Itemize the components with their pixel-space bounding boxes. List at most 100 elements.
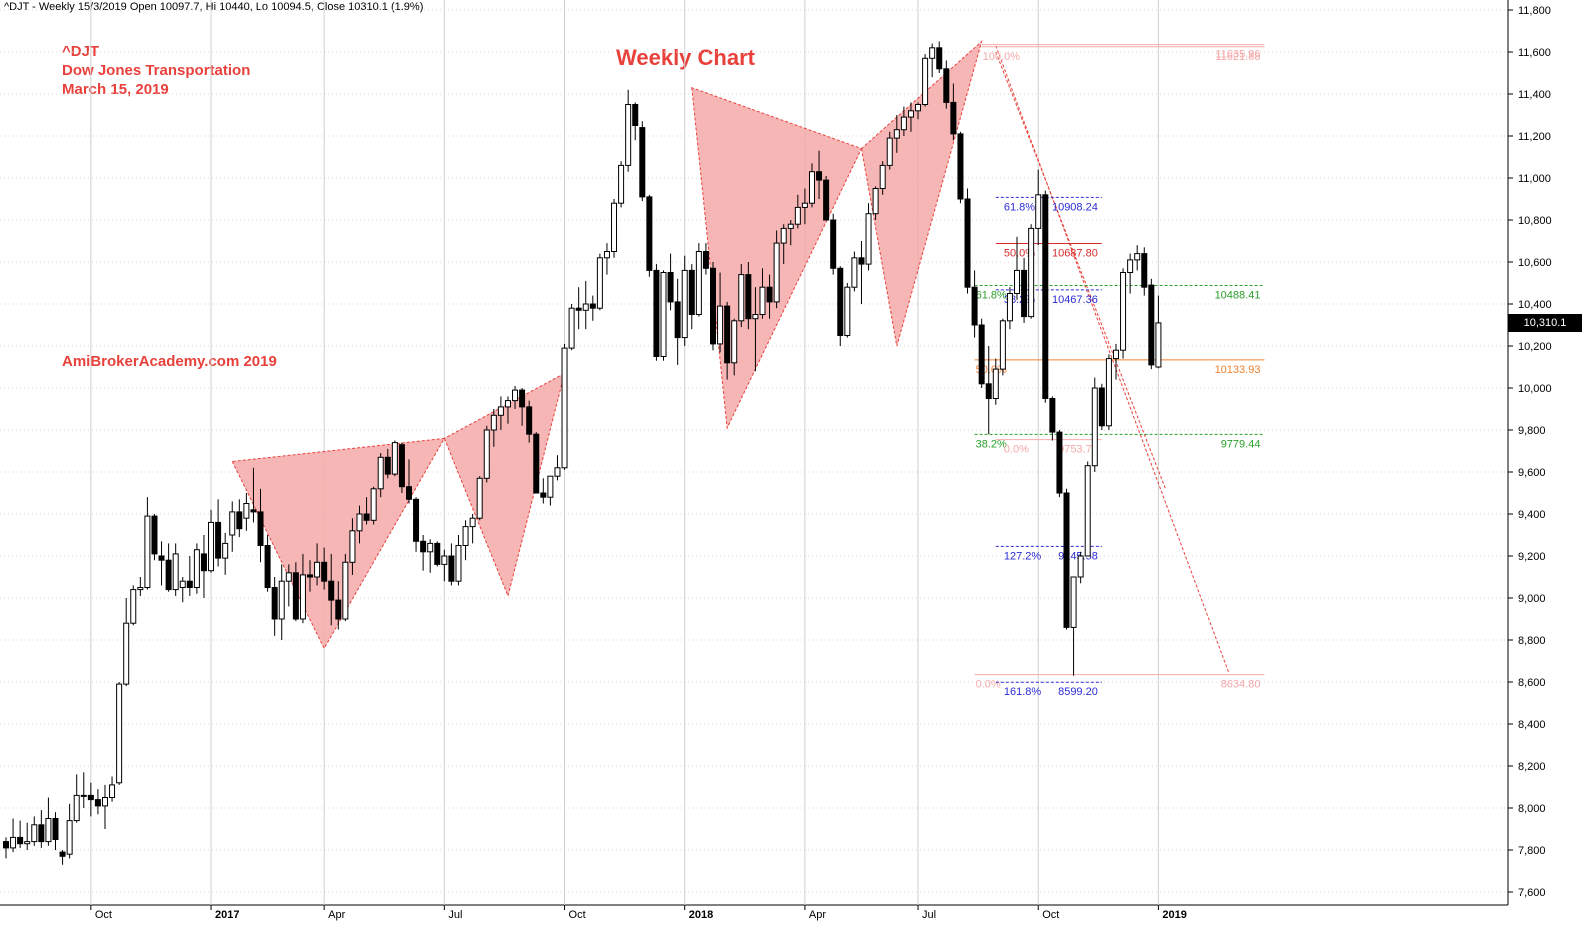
candle-body xyxy=(31,824,38,843)
candle-body xyxy=(59,851,66,857)
fib-level-percent: 0.0% xyxy=(976,679,1001,691)
y-tick-label: 8,400 xyxy=(1518,719,1546,731)
candle-body xyxy=(299,574,306,620)
candle-body xyxy=(335,599,342,620)
candle-body xyxy=(759,286,766,316)
trend-line xyxy=(995,45,1230,674)
candle-body xyxy=(1127,259,1134,273)
y-tick-label: 9,000 xyxy=(1518,593,1546,605)
candle-body xyxy=(1148,284,1155,366)
y-tick-label: 7,600 xyxy=(1518,887,1546,899)
candle-body xyxy=(512,389,519,402)
candle-body xyxy=(1014,269,1021,294)
y-tick-label: 8,800 xyxy=(1518,635,1546,647)
candle-body xyxy=(526,406,533,435)
candle-body xyxy=(695,251,702,315)
y-tick-label: 11,800 xyxy=(1518,5,1551,17)
candle-body xyxy=(568,307,575,349)
candle-body xyxy=(264,545,271,588)
candle-body xyxy=(632,104,639,126)
y-tick-label: 11,600 xyxy=(1518,47,1551,59)
candle-body xyxy=(193,549,200,589)
candle-body xyxy=(752,314,759,320)
harmonic-pattern-triangle xyxy=(860,39,983,347)
candle-body xyxy=(1035,194,1042,229)
candle-body xyxy=(1112,349,1119,360)
candle-body xyxy=(222,542,229,559)
fib-level-value: 11621.88 xyxy=(1215,51,1260,63)
y-tick-label: 8,200 xyxy=(1518,761,1546,773)
candle-body xyxy=(109,784,116,799)
candle-body xyxy=(151,515,158,555)
candle-body xyxy=(342,561,349,620)
candle-body xyxy=(1091,387,1098,467)
candle-body xyxy=(660,272,667,357)
fib-level-percent: 38.2% xyxy=(976,438,1007,450)
x-tick-label: Jul xyxy=(448,909,462,921)
candle-body xyxy=(929,47,936,59)
candle-body xyxy=(448,555,455,582)
candle-body xyxy=(844,286,851,337)
candle-body xyxy=(823,179,830,221)
candle-body xyxy=(363,513,370,521)
candle-body xyxy=(1098,387,1105,427)
candle-body xyxy=(957,133,964,200)
candle-body xyxy=(900,116,907,131)
x-tick-label: Oct xyxy=(569,909,586,921)
trend-line xyxy=(995,51,1166,489)
candle-body xyxy=(618,164,625,204)
candle-body xyxy=(830,219,837,269)
candle-body xyxy=(688,269,695,315)
candle-body xyxy=(257,511,264,546)
candle-body xyxy=(455,545,462,582)
candle-body xyxy=(483,429,490,479)
candle-body xyxy=(589,303,596,309)
candle-body xyxy=(1049,398,1056,433)
fib-level-percent: 100.0% xyxy=(983,51,1021,63)
candle-body xyxy=(427,542,434,553)
candle-body xyxy=(1141,253,1148,288)
candle-body xyxy=(893,129,900,139)
candle-body xyxy=(936,47,943,70)
candle-body xyxy=(285,572,292,582)
candle-body xyxy=(794,206,801,225)
candle-body xyxy=(490,414,497,431)
y-tick-label: 10,200 xyxy=(1518,341,1552,353)
candle-body xyxy=(123,622,130,685)
candle-body xyxy=(87,794,94,801)
candle-body xyxy=(992,368,999,400)
candle-body xyxy=(10,836,17,849)
candle-body xyxy=(731,320,738,364)
fib-level-value: 10488.41 xyxy=(1215,290,1261,302)
candle-body xyxy=(639,127,646,198)
y-tick-label: 10,000 xyxy=(1518,383,1552,395)
candle-body xyxy=(950,101,957,135)
candle-body xyxy=(971,286,978,326)
candle-body xyxy=(398,444,405,488)
candle-body xyxy=(497,406,504,416)
candle-body xyxy=(999,320,1006,370)
candle-body xyxy=(561,347,568,469)
candle-body xyxy=(66,820,73,855)
candle-body xyxy=(886,137,893,166)
candle-body xyxy=(186,580,193,589)
candle-body xyxy=(434,542,441,565)
fib-level-value: 10133.93 xyxy=(1215,364,1261,376)
candle-body xyxy=(469,517,476,528)
candle-body xyxy=(611,202,618,252)
candle-body xyxy=(200,553,207,572)
candle-body xyxy=(964,198,971,288)
candle-body xyxy=(165,559,172,591)
index-name-label: Dow Jones Transportation xyxy=(62,62,251,79)
candle-body xyxy=(582,303,589,311)
y-tick-label: 9,400 xyxy=(1518,509,1546,521)
candle-body xyxy=(462,526,469,546)
candle-body xyxy=(808,171,815,204)
candle-body xyxy=(915,104,922,112)
fib-level-value: 8634.80 xyxy=(1221,679,1261,691)
candle-body xyxy=(710,267,716,345)
x-tick-label: 2018 xyxy=(689,909,713,921)
candle-body xyxy=(137,587,144,591)
candle-body xyxy=(575,307,582,311)
x-tick-label: 2019 xyxy=(1162,909,1186,921)
